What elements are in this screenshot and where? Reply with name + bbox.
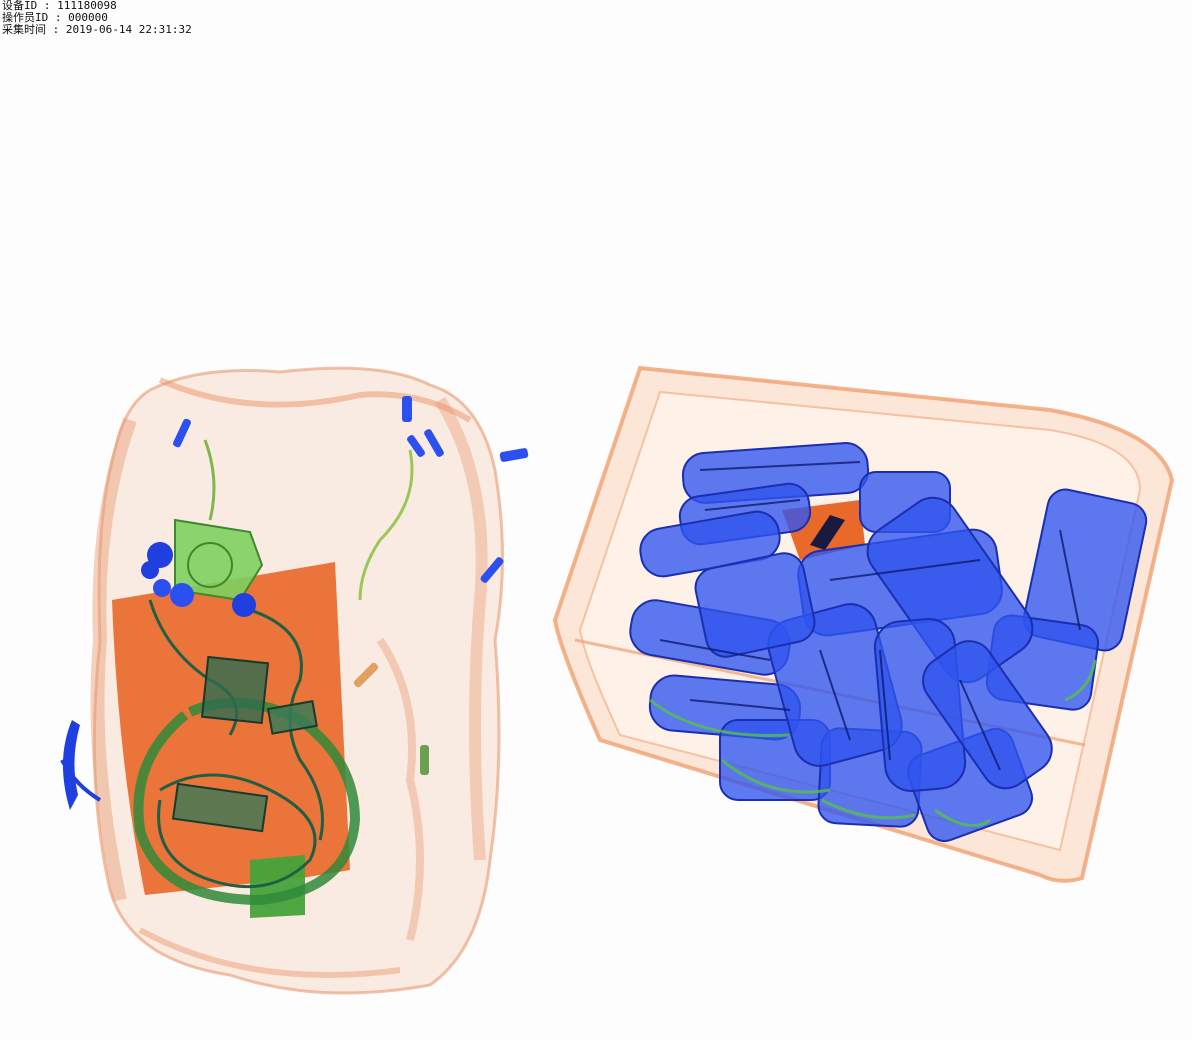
backpack-strap-right — [434, 396, 488, 861]
separator: : — [46, 23, 66, 36]
operator-id-label: 操作员ID — [2, 11, 49, 24]
metal-fan — [62, 720, 80, 810]
metal-disk — [141, 561, 159, 579]
device-id-value: 111180098 — [57, 0, 117, 12]
device-id-row: 设备ID : 111180098 — [2, 0, 192, 12]
backpack-fold — [376, 637, 424, 941]
device-id-label: 设备ID — [2, 0, 38, 12]
electronic-device-top — [174, 518, 264, 602]
tool-case — [922, 640, 1053, 790]
backpack-fold — [138, 927, 401, 978]
metal-disk — [153, 579, 171, 597]
separator: : — [48, 11, 69, 24]
tool-case — [866, 496, 1034, 684]
cable — [157, 773, 317, 889]
tool-case — [694, 552, 816, 658]
storage-box — [552, 365, 1175, 883]
circuit-board — [171, 782, 269, 833]
circuit-board — [266, 700, 318, 735]
metal-disk — [170, 583, 194, 607]
backpack-strap-left — [90, 417, 137, 902]
zipper-pull — [499, 448, 529, 462]
capture-time-value: 2019-06-14 22:31:32 — [65, 23, 192, 36]
capture-time-label: 采集时间 — [2, 23, 46, 36]
metal-disk — [147, 542, 173, 568]
zipper-pull — [420, 745, 429, 775]
metal-scrap — [810, 515, 845, 550]
zipper-pull — [173, 418, 191, 448]
metal-fan — [60, 759, 102, 802]
zipper-pull — [353, 662, 379, 688]
capture-time-row: 采集时间 : 2019-06-14 22:31:32 — [2, 24, 192, 36]
zipper-pull — [402, 396, 412, 422]
zipper-pull — [424, 429, 444, 457]
scan-metadata-overlay: 设备ID : 111180098 操作员ID : 000000 采集时间 : 2… — [2, 0, 192, 36]
operator-id-value: 000000 — [68, 11, 108, 24]
cable — [203, 439, 216, 521]
cable — [358, 449, 414, 601]
zipper-pull — [407, 435, 425, 457]
tool-edges-green — [649, 659, 1097, 828]
backpack-fold — [158, 377, 472, 423]
tool-details — [659, 461, 1081, 771]
separator: : — [37, 0, 58, 12]
metal-disk — [232, 593, 256, 617]
zipper-pull — [480, 557, 504, 583]
tool-pile — [629, 442, 1148, 843]
coil-ring — [187, 542, 233, 588]
backpack — [60, 366, 529, 995]
operator-id-row: 操作员ID : 000000 — [2, 12, 192, 24]
circuit-board — [200, 655, 270, 725]
